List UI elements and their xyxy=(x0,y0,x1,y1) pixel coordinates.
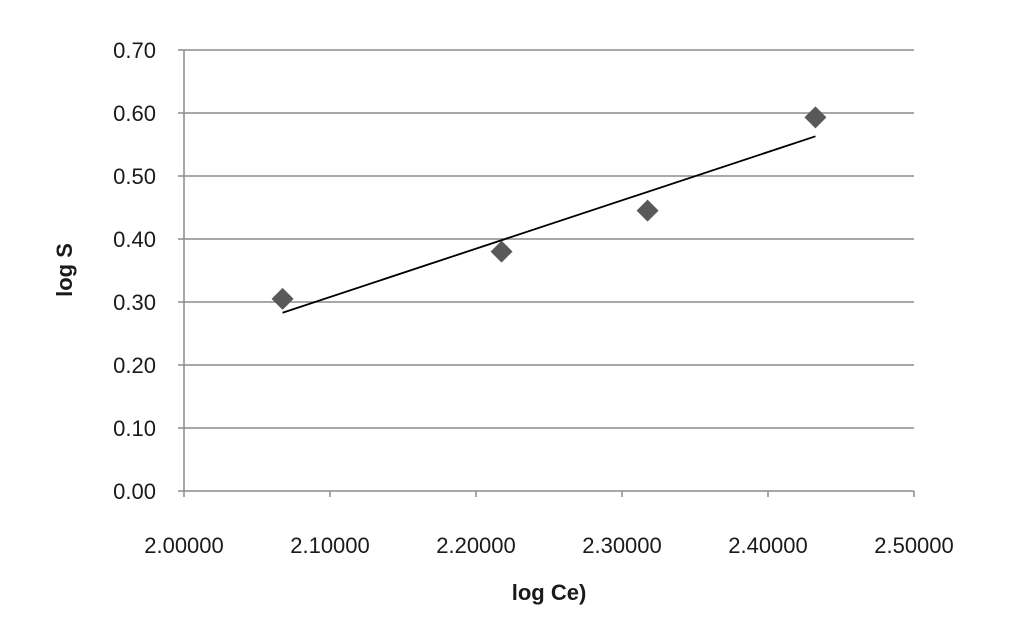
x-tick-label-0: 2.00000 xyxy=(144,533,224,558)
gridlines xyxy=(184,49,914,429)
y-tick-label-3: 0.30 xyxy=(113,290,156,315)
y-tick-label-6: 0.60 xyxy=(113,101,156,126)
y-tick-labels: 0.00 0.10 0.20 0.30 0.40 0.50 0.60 0.70 xyxy=(113,38,156,504)
data-point-3 xyxy=(804,106,827,129)
x-tick-label-1: 2.10000 xyxy=(290,533,370,558)
y-tick-label-5: 0.50 xyxy=(113,164,156,189)
y-tick-label-2: 0.20 xyxy=(113,353,156,378)
x-tick-labels: 2.00000 2.10000 2.20000 2.30000 2.40000 2.500… xyxy=(144,533,954,558)
y-tick-label-7: 0.70 xyxy=(113,38,156,63)
data-points xyxy=(271,106,827,310)
y-axis-title: log S xyxy=(52,243,77,297)
x-tick-label-2: 2.20000 xyxy=(436,533,516,558)
x-axis-title: log Ce) xyxy=(512,580,587,605)
data-point-0 xyxy=(271,287,294,310)
trendline-group xyxy=(282,135,816,314)
axes xyxy=(178,49,915,497)
x-tick-label-4: 2.40000 xyxy=(728,533,808,558)
data-point-1 xyxy=(490,240,513,263)
data-point-2 xyxy=(636,199,659,222)
x-tick-label-3: 2.30000 xyxy=(582,533,662,558)
x-tick-label-5: 2.50000 xyxy=(874,533,954,558)
y-tick-label-0: 0.00 xyxy=(113,479,156,504)
trendline xyxy=(282,135,816,314)
y-tick-label-4: 0.40 xyxy=(113,227,156,252)
y-tick-label-1: 0.10 xyxy=(113,416,156,441)
